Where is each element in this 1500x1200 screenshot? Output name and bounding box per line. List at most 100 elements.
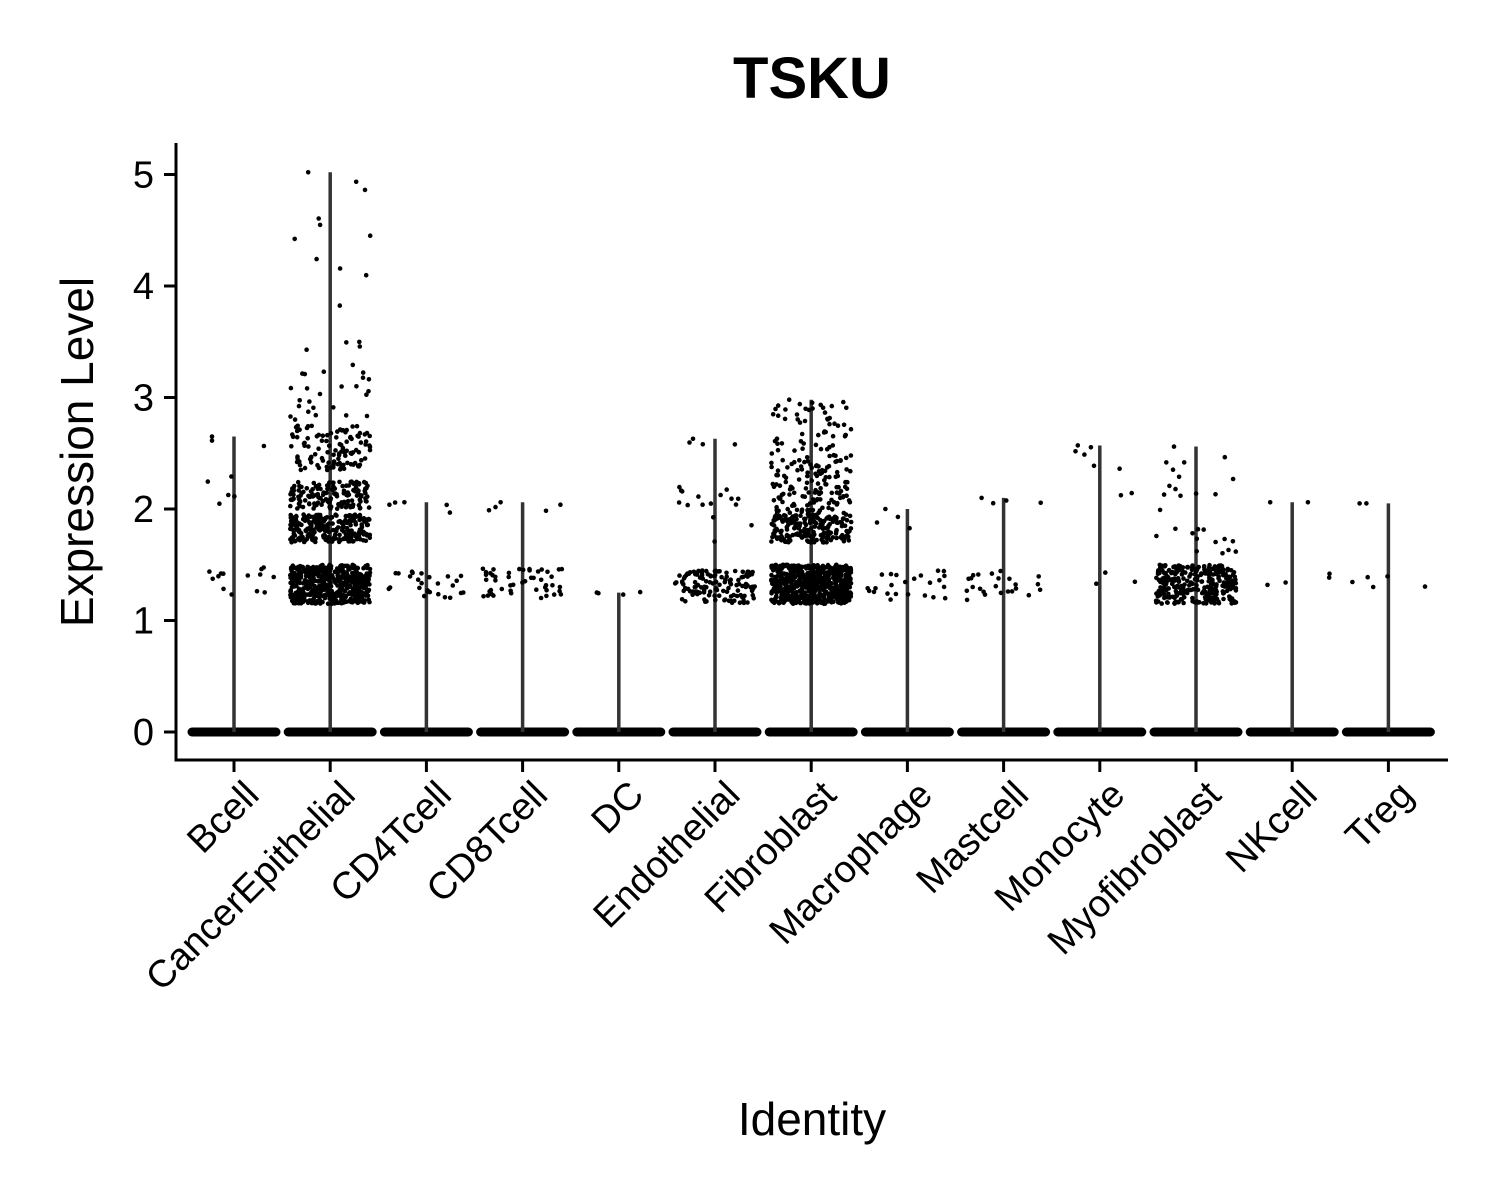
data-point	[793, 563, 799, 569]
data-point	[893, 591, 899, 597]
data-point	[1174, 567, 1179, 573]
data-point	[337, 266, 343, 271]
data-point	[773, 584, 779, 590]
data-point	[706, 593, 712, 598]
data-point	[356, 463, 361, 469]
data-point	[357, 339, 362, 345]
data-point	[316, 518, 322, 524]
data-point	[976, 572, 981, 577]
data-point	[1205, 584, 1210, 590]
data-point	[838, 534, 843, 540]
data-point	[363, 439, 369, 444]
data-point	[340, 445, 346, 451]
data-point	[1203, 601, 1209, 606]
data-point	[425, 588, 430, 593]
data-point	[1206, 565, 1212, 570]
data-point	[692, 579, 698, 585]
data-point	[814, 601, 820, 606]
data-point	[312, 452, 318, 457]
data-point	[288, 518, 294, 524]
data-point	[291, 496, 296, 502]
data-point	[366, 505, 372, 510]
data-point	[304, 486, 310, 491]
data-point	[829, 403, 835, 409]
data-point	[347, 538, 353, 544]
data-point	[346, 483, 352, 488]
data-point	[696, 494, 701, 499]
data-point-max	[305, 170, 311, 175]
data-point	[332, 569, 338, 574]
data-point	[1221, 591, 1226, 596]
data-point	[819, 598, 824, 603]
data-point	[1233, 549, 1239, 554]
data-point	[303, 537, 308, 543]
data-point	[1370, 584, 1376, 590]
data-point	[817, 591, 822, 596]
data-point	[314, 256, 319, 262]
data-point	[329, 601, 335, 606]
data-point	[339, 521, 345, 526]
data-point	[1226, 547, 1231, 553]
x-tick-label: Treg	[1338, 774, 1422, 858]
data-point	[833, 474, 839, 480]
data-point	[310, 532, 316, 537]
data-point	[1161, 595, 1167, 601]
data-point	[775, 441, 780, 447]
data-point	[539, 567, 544, 572]
data-point	[848, 519, 854, 525]
data-point	[350, 572, 356, 578]
data-point	[288, 592, 293, 598]
data-point	[818, 577, 824, 582]
data-point	[805, 459, 811, 464]
data-point	[344, 520, 350, 526]
data-point	[1176, 474, 1182, 480]
violin-group-endothelial	[668, 436, 762, 737]
data-point	[491, 567, 496, 572]
data-point	[729, 496, 734, 502]
data-point	[318, 486, 323, 492]
data-point	[301, 489, 306, 495]
data-point	[830, 433, 836, 439]
data-point	[290, 597, 296, 602]
violin-group-monocyte	[1053, 443, 1147, 737]
data-point	[290, 432, 295, 437]
data-point	[1231, 585, 1236, 590]
data-point	[346, 492, 352, 498]
data-point	[351, 539, 356, 544]
data-point	[843, 479, 848, 485]
data-point	[846, 498, 852, 503]
data-point	[1166, 591, 1171, 597]
data-point-max	[979, 495, 984, 501]
data-point	[304, 579, 309, 584]
data-point	[1004, 498, 1009, 503]
data-point	[352, 489, 358, 494]
data-point	[289, 444, 294, 449]
data-point	[677, 573, 682, 578]
data-point	[357, 344, 363, 349]
data-point	[708, 573, 713, 578]
data-point	[829, 589, 834, 594]
data-point	[317, 593, 323, 599]
data-point	[827, 474, 832, 480]
data-point	[832, 565, 838, 570]
data-point	[328, 496, 334, 501]
data-point	[544, 593, 549, 599]
data-point	[1013, 582, 1018, 587]
data-point	[351, 518, 357, 523]
data-point	[793, 595, 799, 601]
data-point	[297, 521, 303, 527]
data-point	[341, 501, 346, 506]
data-point	[291, 600, 297, 606]
data-point	[822, 468, 828, 474]
data-point	[346, 567, 351, 572]
data-point	[1082, 452, 1087, 457]
data-point	[836, 574, 842, 579]
data-point	[825, 598, 831, 604]
data-point	[808, 540, 814, 545]
data-point	[775, 468, 781, 474]
data-point	[304, 568, 309, 573]
data-point	[1194, 582, 1199, 588]
data-point	[785, 465, 790, 470]
data-point	[288, 588, 293, 594]
data-point	[780, 499, 785, 505]
